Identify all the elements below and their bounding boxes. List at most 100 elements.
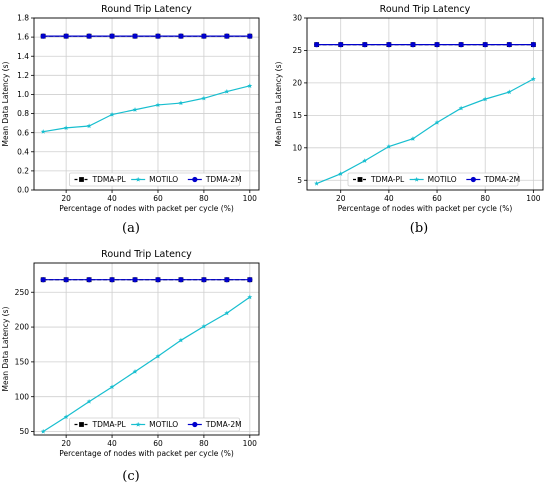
data-point-2: [338, 171, 344, 176]
x-axis-label: Percentage of nodes with packet per cycl…: [59, 204, 234, 213]
y-tick-label-3: 150: [15, 357, 30, 366]
data-point-9: [506, 89, 512, 95]
legend-swatch-marker: [470, 176, 476, 183]
legend-box: [69, 417, 240, 432]
data-point-6: [155, 33, 161, 39]
x-tick-label-2: 40: [384, 194, 394, 203]
data-point-8: [482, 96, 488, 102]
data-point-5: [132, 277, 138, 283]
data-point-5: [132, 369, 138, 374]
data-point-1: [40, 33, 46, 39]
data-point-8: [201, 323, 207, 329]
legend-swatch-marker: [414, 176, 420, 182]
y-axis-label: Mean Data Latency (s): [1, 61, 10, 146]
legend: TDMA-PL MOTILO TDMA-2M: [347, 172, 520, 187]
x-tick-label-3: 60: [432, 194, 442, 203]
series-line: [42, 296, 251, 433]
data-point-6: [434, 119, 440, 125]
data-point-10: [530, 76, 536, 82]
legend-swatch-marker: [79, 422, 84, 427]
data-point-1: [40, 428, 46, 434]
x-tick-label-4: 80: [199, 439, 209, 448]
data-point-3: [86, 277, 92, 283]
legend-swatch-marker: [192, 421, 198, 428]
x-tick-label-2: 40: [107, 194, 117, 203]
data-point-5: [132, 107, 138, 112]
data-point-7: [178, 33, 184, 39]
y-tick-label-10: 1.8: [17, 14, 29, 23]
legend-entry-motilo: MOTILO: [149, 420, 178, 429]
x-tick-label-5: 100: [526, 194, 541, 203]
data-point-9: [224, 33, 230, 39]
data-point-9: [224, 88, 230, 94]
y-tick-label-6: 30: [292, 14, 302, 23]
legend-entry-motilo: MOTILO: [149, 175, 178, 184]
x-tick-label-3: 60: [153, 194, 163, 203]
data-point-1: [314, 180, 320, 186]
y-tick-label-9: 1.6: [17, 33, 29, 42]
y-tick-label-5: 25: [292, 46, 302, 55]
plot-frame: [33, 262, 260, 436]
x-tick-label-1: 20: [61, 439, 71, 448]
data-point-3: [86, 123, 92, 129]
data-point-1: [40, 277, 46, 283]
data-point-7: [458, 42, 464, 48]
legend-entry-tdma-pl: TDMA-PL: [92, 175, 127, 184]
x-axis-label: Percentage of nodes with packet per cycl…: [338, 204, 513, 213]
data-point-10: [247, 277, 253, 283]
y-tick-label-5: 250: [15, 288, 30, 297]
data-point-4: [109, 384, 115, 390]
y-axis-label: Mean Data Latency (s): [1, 306, 10, 391]
series-motilo: [314, 76, 536, 186]
y-tick-label-3: 0.4: [17, 147, 29, 156]
x-tick-label-5: 100: [243, 194, 258, 203]
legend-swatch-marker: [79, 177, 84, 182]
data-point-7: [178, 277, 184, 283]
data-point-2: [63, 414, 69, 419]
y-tick-label-4: 20: [292, 79, 302, 88]
x-axis-label: Percentage of nodes with packet per cycl…: [59, 449, 234, 458]
y-tick-label-5: 0.8: [17, 109, 29, 118]
figure-caption-3: (c): [122, 469, 139, 484]
y-tick-label-4: 200: [15, 323, 30, 332]
plot-frame: [306, 17, 544, 191]
legend: TDMA-PL MOTILO TDMA-2M: [69, 417, 242, 432]
chart-panel-3: 20 40 60 80 100 50 100 150 200 250 Round Trip Late…: [1, 249, 260, 458]
legend-swatch-marker: [135, 176, 141, 182]
data-point-2: [63, 125, 69, 130]
x-tick-label-4: 80: [199, 194, 209, 203]
data-point-9: [224, 310, 230, 316]
data-point-3: [362, 42, 368, 48]
x-tick-label-1: 20: [336, 194, 346, 203]
data-point-7: [178, 100, 184, 106]
data-point-2: [338, 42, 344, 48]
data-point-5: [410, 136, 416, 141]
data-point-10: [247, 83, 253, 88]
y-tick-label-2: 10: [292, 143, 302, 152]
y-tick-label-4: 0.6: [17, 128, 29, 137]
legend-entry-tdma-pl: TDMA-PL: [370, 175, 405, 184]
chart-panel-2: 20 40 60 80 100 5 10 15 20 25 30 Round Trip Latency…: [274, 4, 544, 213]
chart-panel-1: 20 40 60 80 100 0.0 0.2 0.4 0.6 0.8 1.0 1.2 1.4 1.6 1.…: [1, 4, 260, 213]
data-point-6: [155, 277, 161, 283]
legend: TDMA-PL MOTILO TDMA-2M: [69, 172, 242, 187]
data-point-7: [458, 105, 464, 111]
data-point-9: [224, 277, 230, 283]
data-point-2: [63, 277, 69, 283]
x-tick-label-1: 20: [61, 194, 71, 203]
legend-entry-tdma-2m: TDMA-2M: [483, 175, 520, 184]
y-tick-label-1: 0.0: [17, 186, 29, 195]
data-point-4: [386, 42, 392, 48]
legend-entry-tdma-2m: TDMA-2M: [205, 420, 242, 429]
data-point-10: [247, 33, 253, 39]
legend-entry-tdma-2m: TDMA-2M: [205, 175, 242, 184]
data-point-8: [482, 42, 488, 48]
legend-swatch-marker: [192, 176, 198, 183]
y-tick-label-2: 100: [15, 392, 30, 401]
y-tick-label-6: 1.0: [17, 90, 29, 99]
y-tick-label-7: 1.2: [17, 71, 29, 80]
data-point-3: [362, 158, 368, 163]
data-point-5: [132, 33, 138, 39]
legend-swatch-marker: [357, 177, 363, 182]
legend-box: [69, 172, 240, 187]
